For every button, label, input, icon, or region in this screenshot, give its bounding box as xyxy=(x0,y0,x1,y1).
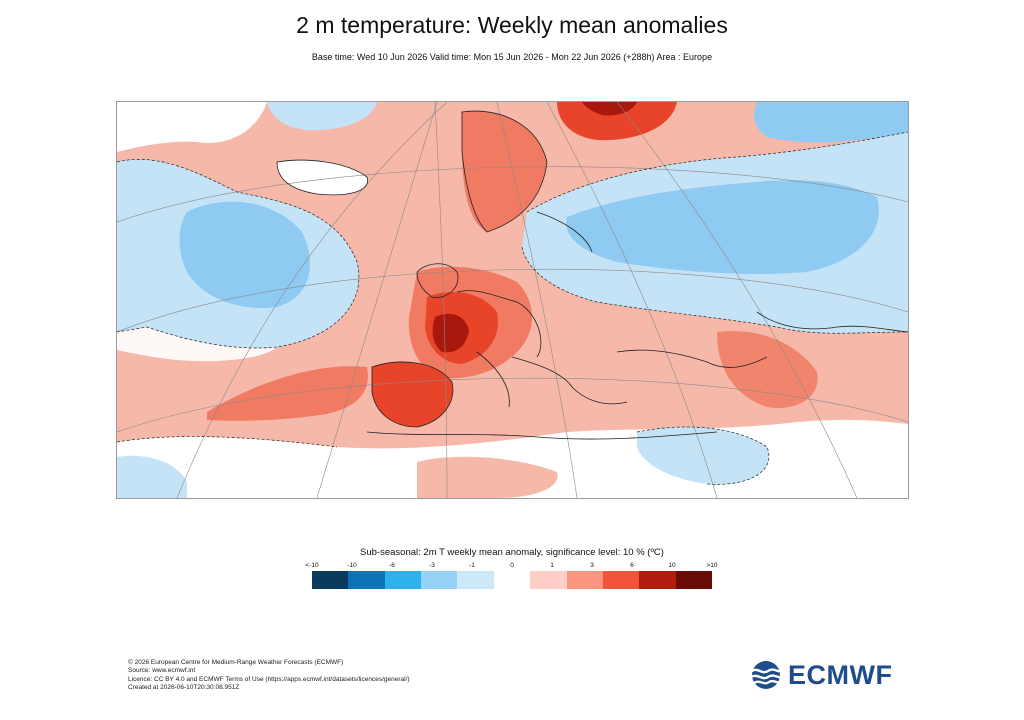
atlantic-cold-core xyxy=(179,201,310,308)
legend-swatch xyxy=(457,571,494,589)
legend-swatch xyxy=(639,571,676,589)
russia-cold-core xyxy=(566,180,879,274)
legend-swatch xyxy=(348,571,385,589)
legend-tick-label: -10 xyxy=(347,562,357,569)
legend-swatch xyxy=(312,571,349,589)
legend-swatch xyxy=(566,571,603,589)
legend-tick-label: <-10 xyxy=(305,562,319,569)
ecmwf-logo: ECMWF xyxy=(748,660,892,690)
france-extreme xyxy=(432,313,469,353)
atlantic-neutral-band xyxy=(117,327,277,362)
greenland-neutral xyxy=(117,102,267,152)
legend-swatch xyxy=(421,571,458,589)
greenland-cold xyxy=(267,102,377,131)
anomaly-map xyxy=(116,101,909,499)
legend-swatch xyxy=(530,571,567,589)
legend-colorbar xyxy=(312,571,712,589)
legend-tick-label: -3 xyxy=(429,562,435,569)
sahara-warm xyxy=(417,456,558,498)
legend-swatch xyxy=(493,571,531,589)
chart-subtitle: Base time: Wed 10 Jun 2026 Valid time: M… xyxy=(311,52,713,62)
legend-swatch xyxy=(384,571,422,589)
north-russia-cold xyxy=(754,102,908,143)
legend-tick-label: >10 xyxy=(706,562,718,569)
footer-source: Source: www.ecmwf.int xyxy=(128,667,196,675)
footer: © 2026 European Centre for Medium-Range … xyxy=(128,659,410,693)
west-africa-cold xyxy=(117,455,187,498)
graticule xyxy=(117,102,908,498)
north-africa-cold xyxy=(637,427,769,485)
ecmwf-logo-icon xyxy=(750,661,784,689)
legend-tick-label: 1 xyxy=(550,562,554,569)
middle-east-warm xyxy=(717,331,818,408)
ecmwf-logo-text: ECMWF xyxy=(788,659,893,690)
legend-ticks: <-10 -10 -6 -3 -1 0 1 3 6 10 >10 xyxy=(305,562,717,572)
legend-tick-label: 3 xyxy=(590,562,594,569)
legend-tick-label: -6 xyxy=(389,562,395,569)
barents-extreme xyxy=(582,102,637,116)
barents-warm xyxy=(557,102,677,141)
legend-tick-label: 0 xyxy=(510,562,514,569)
legend-title: Sub-seasonal: 2m T weekly mean anomaly, … xyxy=(360,547,664,558)
chart-title: 2 m temperature: Weekly mean anomalies xyxy=(296,12,728,38)
coastlines xyxy=(276,110,908,440)
legend-tick-label: -1 xyxy=(469,562,475,569)
iceland-neutral xyxy=(277,160,368,195)
footer-copyright: © 2026 European Centre for Medium-Range … xyxy=(128,659,344,666)
scandinavia-warm xyxy=(462,111,547,232)
legend-swatch xyxy=(602,571,640,589)
significance-contours xyxy=(117,131,908,485)
legend-swatch xyxy=(675,571,712,589)
atlantic-warm-tongue xyxy=(207,366,368,421)
legend-tick-label: 10 xyxy=(668,562,676,569)
footer-licence: Licence: CC BY 4.0 and ECMWF Terms of Us… xyxy=(128,675,410,683)
legend-tick-label: 6 xyxy=(630,562,634,569)
footer-created: Created at 2026-06-10T20:30:08.951Z xyxy=(128,684,240,692)
iberia-warm xyxy=(372,362,453,427)
map-canvas xyxy=(117,102,908,498)
